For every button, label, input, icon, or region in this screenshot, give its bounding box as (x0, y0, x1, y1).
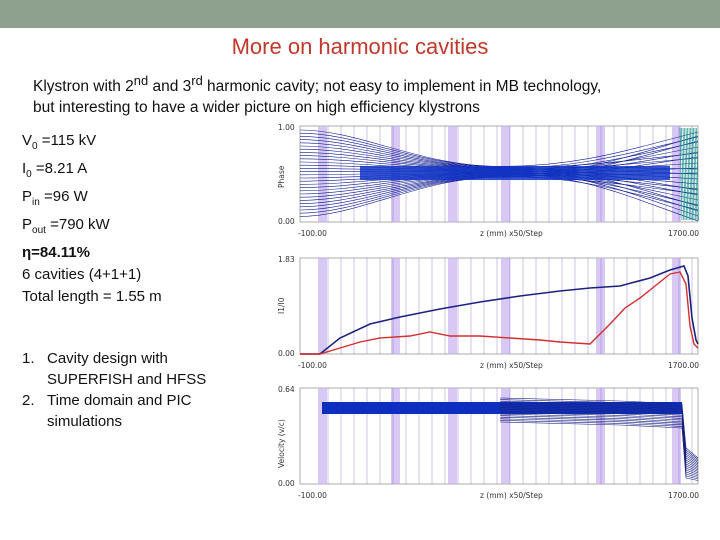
slide-title: More on harmonic cavities (231, 34, 489, 59)
cavity-marker (596, 258, 605, 354)
current-xmax: 1700.00 (668, 361, 699, 370)
velocity-trajectory (499, 420, 699, 480)
velocity-trajectory (499, 416, 699, 477)
velocity-trajectory (499, 408, 699, 469)
phase-exit-trace (679, 127, 683, 221)
velocity-trajectory (499, 415, 699, 475)
cavity-marker (391, 258, 400, 354)
phase-exit-trace (693, 127, 696, 221)
cavity-marker (318, 388, 327, 484)
intro-part3: harmonic cavity; not easy to implement i… (202, 78, 602, 96)
velocity-trajectory (499, 421, 699, 481)
phase-plot-frame (299, 125, 699, 223)
velocity-trajectory (499, 407, 699, 468)
phase-exit-trace (694, 127, 698, 221)
current-ymin: 0.00 (278, 349, 295, 358)
cavity-marker (501, 258, 510, 354)
phase-ymin: 0.00 (278, 217, 295, 226)
param-i0: I0 =8.21 A (22, 160, 88, 180)
current-ylabel: I1/I0 (277, 297, 286, 314)
cavity-marker (448, 388, 457, 484)
steps-list: 1. Cavity design with SUPERFISH and HFSS … (22, 348, 252, 432)
velocity-trajectory (499, 399, 699, 460)
phase-exit-trace (681, 127, 684, 221)
velocity-xmax: 1700.00 (668, 491, 699, 500)
phase-ymax: 1.00 (278, 123, 295, 132)
step-item: 2. Time domain and PIC simulations (22, 392, 192, 430)
current-ymax: 1.83 (278, 255, 295, 264)
velocity-xlabel: z (mm) x50/Step (480, 491, 543, 500)
phase-xmin: -100.00 (298, 229, 327, 238)
intro-sup2: rd (191, 73, 203, 88)
intro-line2: but interesting to have a wider picture … (33, 99, 480, 117)
intro-sup1: nd (133, 73, 149, 88)
parameter-list: V0 =115 kV I0 =8.21 A Pin =96 W Pout =79… (22, 130, 162, 308)
phase-xlabel: z (mm) x50/Step (480, 229, 543, 238)
velocity-plot: 0.64 0.00 Velocity (v/c) -100.00 z (mm) … (270, 380, 715, 505)
velocity-trajectory (499, 412, 699, 472)
current-blue-curve (300, 265, 699, 355)
phase-exit-trace (687, 127, 690, 221)
velocity-trajectory (499, 405, 699, 466)
step-item: 1. Cavity design with SUPERFISH and HFSS (22, 350, 207, 388)
current-red-curve (300, 271, 699, 355)
phase-exit-trace (685, 127, 689, 221)
phase-exit-trace (696, 127, 699, 221)
phase-exit-trace (690, 127, 693, 221)
param-pout: Pout =790 kW (22, 216, 110, 236)
param-cavities: 6 cavities (4+1+1) (22, 266, 142, 283)
phase-exit-trace (684, 127, 687, 221)
cavity-marker (596, 388, 605, 484)
phase-plot: 1.00 0.00 Phase -100.00 z (mm) x50/Step … (270, 118, 715, 243)
current-plot: 1.83 0.00 I1/I0 -100.00 z (mm) x50/Step … (270, 250, 715, 375)
velocity-trajectory (499, 402, 699, 463)
velocity-plot-frame (299, 387, 699, 485)
intro-part1: Klystron with 2 (33, 78, 134, 96)
current-xlabel: z (mm) x50/Step (480, 361, 543, 370)
velocity-trajectory (499, 397, 699, 459)
intro-part2: and 3 (148, 78, 192, 96)
phase-exit-trace (682, 127, 686, 221)
cavity-marker (672, 126, 681, 222)
velocity-xmin: -100.00 (298, 491, 327, 500)
cavity-marker (672, 258, 681, 354)
cavity-marker (448, 258, 457, 354)
velocity-trajectory (499, 404, 699, 465)
param-pin: Pin =96 W (22, 188, 88, 208)
cavity-marker (391, 388, 400, 484)
velocity-ymin: 0.00 (278, 479, 295, 488)
cavity-marker (501, 388, 510, 484)
phase-dense-band (360, 166, 670, 180)
velocity-trajectory (499, 400, 699, 462)
current-xmin: -100.00 (298, 361, 327, 370)
phase-ylabel: Phase (277, 165, 286, 188)
param-efficiency: η=84.11% (22, 244, 90, 261)
top-band (0, 0, 720, 28)
cavity-marker (672, 388, 681, 484)
velocity-trajectory (499, 418, 699, 478)
cavity-marker (318, 258, 327, 354)
velocity-ylabel: Velocity (v/c) (277, 419, 286, 468)
cavity-marker (318, 126, 327, 222)
param-length: Total length = 1.55 m (22, 288, 162, 305)
param-v0: V0 =115 kV (22, 132, 97, 152)
intro-text: Klystron with 2nd and 3rd harmonic cavit… (33, 70, 713, 118)
velocity-trajectory (499, 413, 699, 474)
phase-exit-trace (691, 127, 695, 221)
phase-exit-trace (688, 127, 692, 221)
current-plot-frame (299, 257, 699, 355)
velocity-trajectory (499, 410, 699, 471)
phase-xmax: 1700.00 (668, 229, 699, 238)
velocity-ymax: 0.64 (278, 385, 295, 394)
